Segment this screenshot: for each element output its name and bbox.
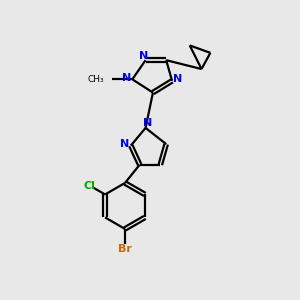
Text: CH₃: CH₃ xyxy=(88,75,104,84)
Text: N: N xyxy=(143,118,153,128)
Text: Br: Br xyxy=(118,244,132,254)
Text: N: N xyxy=(140,51,149,61)
Text: N: N xyxy=(120,139,130,149)
Text: N: N xyxy=(173,74,183,84)
Text: Cl: Cl xyxy=(83,182,95,191)
Text: N: N xyxy=(122,73,131,83)
